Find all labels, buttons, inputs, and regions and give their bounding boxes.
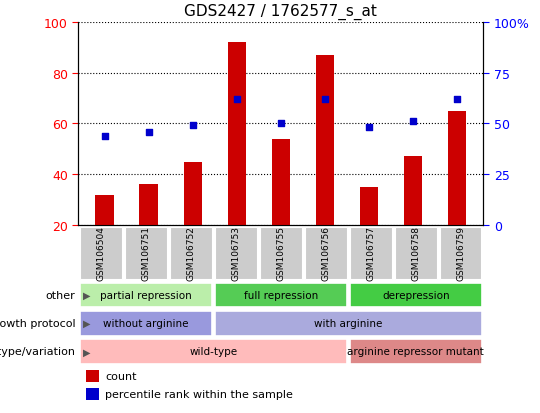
Bar — [403, 157, 422, 225]
Bar — [350, 283, 482, 308]
Bar — [214, 283, 347, 308]
Bar — [80, 311, 212, 336]
Text: GSM106504: GSM106504 — [96, 226, 105, 281]
Text: GSM106755: GSM106755 — [276, 226, 285, 281]
Point — [321, 97, 329, 103]
Text: count: count — [105, 371, 137, 381]
Bar — [227, 43, 246, 225]
Bar — [125, 227, 166, 280]
Text: GSM106759: GSM106759 — [456, 226, 465, 281]
Bar — [260, 227, 301, 280]
Text: GSM106758: GSM106758 — [411, 226, 420, 281]
Bar — [170, 227, 212, 280]
Point — [276, 121, 285, 127]
Bar — [139, 185, 158, 225]
Point — [232, 97, 241, 103]
Bar — [350, 227, 392, 280]
Bar — [86, 370, 99, 382]
Point — [364, 125, 373, 131]
Point — [453, 97, 461, 103]
Text: other: other — [46, 290, 76, 300]
Bar — [315, 56, 334, 225]
Text: ▶: ▶ — [83, 347, 90, 356]
Bar — [96, 195, 114, 225]
Text: partial repression: partial repression — [100, 290, 192, 300]
Bar — [272, 139, 290, 225]
Bar — [214, 311, 482, 336]
Text: genotype/variation: genotype/variation — [0, 347, 76, 356]
Point — [100, 133, 109, 140]
Bar — [80, 339, 347, 364]
Bar — [215, 227, 256, 280]
Text: percentile rank within the sample: percentile rank within the sample — [105, 389, 293, 399]
Text: GSM106757: GSM106757 — [366, 226, 375, 281]
Text: with arginine: with arginine — [314, 318, 382, 328]
Bar — [395, 227, 436, 280]
Bar — [305, 227, 347, 280]
Text: GSM106753: GSM106753 — [231, 226, 240, 281]
Text: ▶: ▶ — [83, 318, 90, 328]
Bar — [80, 227, 122, 280]
Title: GDS2427 / 1762577_s_at: GDS2427 / 1762577_s_at — [184, 4, 377, 20]
Bar — [440, 227, 482, 280]
Bar — [86, 388, 99, 400]
Bar — [360, 188, 378, 225]
Text: GSM106752: GSM106752 — [186, 226, 195, 281]
Bar — [448, 112, 466, 225]
Bar — [80, 283, 212, 308]
Text: without arginine: without arginine — [103, 318, 188, 328]
Text: derepression: derepression — [382, 290, 450, 300]
Text: ▶: ▶ — [83, 290, 90, 300]
Text: growth protocol: growth protocol — [0, 318, 76, 328]
Point — [188, 123, 197, 129]
Text: arginine repressor mutant: arginine repressor mutant — [347, 347, 484, 356]
Bar — [184, 162, 202, 225]
Text: full repression: full repression — [244, 290, 318, 300]
Text: GSM106751: GSM106751 — [141, 226, 150, 281]
Point — [144, 129, 153, 135]
Point — [409, 119, 417, 126]
Bar — [350, 339, 482, 364]
Text: wild-type: wild-type — [189, 347, 238, 356]
Text: GSM106756: GSM106756 — [321, 226, 330, 281]
